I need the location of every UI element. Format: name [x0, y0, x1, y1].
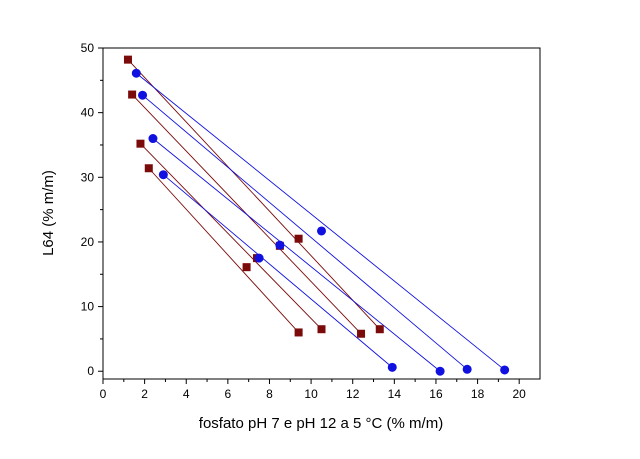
tie-line — [142, 94, 468, 370]
circle-marker — [158, 170, 168, 180]
square-marker — [317, 325, 326, 334]
x-tick-label: 12 — [346, 387, 360, 401]
circle-marker — [435, 366, 445, 376]
circle-marker — [317, 226, 326, 236]
square-marker — [128, 90, 137, 99]
square-marker — [144, 164, 153, 173]
x-axis-label: fosfato pH 7 e pH 12 a 5 °C (% m/m) — [199, 415, 443, 432]
x-tick-label: 18 — [471, 387, 485, 401]
circle-marker — [500, 365, 510, 375]
y-tick-label: 10 — [81, 300, 95, 314]
y-axis-label: L64 (% m/m) — [40, 170, 57, 256]
circle-marker — [138, 90, 148, 100]
x-axis-ticks: 0 2 4 6 8 10 12 14 16 18 20 — [100, 379, 527, 401]
x-tick-label: 8 — [266, 387, 273, 401]
x-tick-label: 4 — [183, 387, 190, 401]
tie-line — [163, 174, 393, 368]
x-tick-label: 10 — [304, 387, 318, 401]
markers-layer — [123, 55, 510, 376]
tie-line — [148, 167, 299, 333]
y-tick-label: 0 — [87, 364, 94, 378]
plot-frame — [102, 47, 541, 380]
square-marker — [294, 328, 303, 337]
square-marker — [357, 329, 366, 338]
y-tick-label: 50 — [81, 41, 95, 55]
x-tick-label: 16 — [429, 387, 443, 401]
square-marker — [294, 234, 303, 243]
x-tick-label: 14 — [388, 387, 402, 401]
square-marker — [136, 139, 145, 148]
tie-line — [152, 138, 441, 372]
square-marker — [375, 325, 384, 334]
y-tick-label: 40 — [81, 106, 95, 120]
circle-marker — [462, 364, 472, 374]
x-tick-label: 2 — [141, 387, 148, 401]
x-tick-label: 6 — [225, 387, 232, 401]
circle-marker — [254, 253, 264, 263]
square-marker — [123, 55, 132, 64]
tie-line — [140, 143, 322, 330]
tie-lines-layer — [127, 59, 505, 372]
circle-marker — [387, 362, 397, 372]
y-tick-label: 20 — [81, 235, 95, 249]
circle-marker — [275, 240, 285, 250]
x-tick-label: 0 — [100, 387, 107, 401]
y-tick-label: 30 — [81, 170, 95, 184]
circle-marker — [131, 68, 141, 78]
y-axis-ticks: 0 10 20 30 40 50 — [81, 41, 103, 378]
tie-line — [136, 72, 505, 371]
circle-marker — [148, 134, 158, 144]
square-marker — [242, 263, 251, 272]
tie-line — [127, 59, 381, 330]
x-tick-label: 20 — [513, 387, 527, 401]
